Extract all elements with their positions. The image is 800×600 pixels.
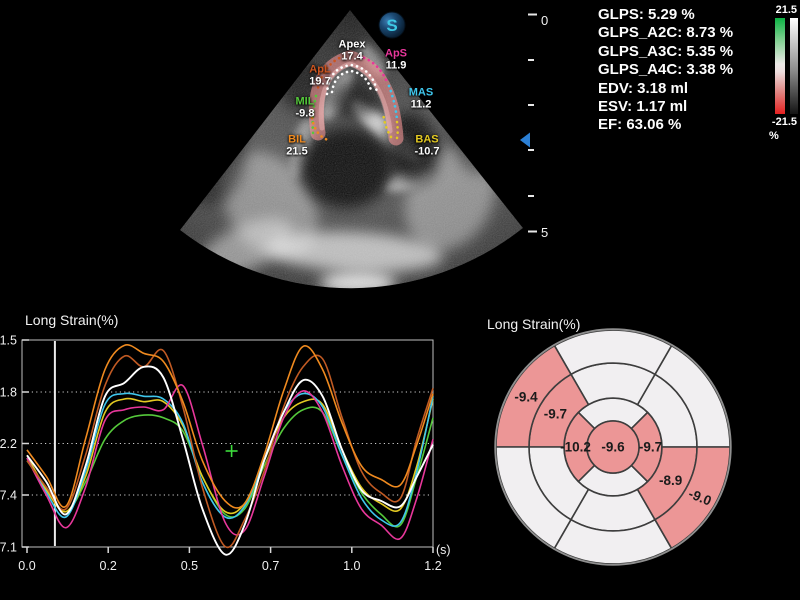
segment-value: -10.7 — [414, 145, 440, 157]
x-tick-label: 1.0 — [343, 559, 360, 573]
contour-aps-icon — [357, 54, 389, 84]
x-tick-label: 0.0 — [18, 559, 35, 573]
segment-value: 19.7 — [309, 75, 331, 87]
bullseye-value: -9.7 — [544, 406, 567, 421]
measurement-line: GLPS_A3C: 5.35 % — [598, 42, 734, 60]
focus-depth-marker[interactable] — [520, 132, 530, 148]
contour-bil-icon — [310, 116, 330, 142]
strain-curve-Apex — [26, 365, 434, 556]
segment-labels-layer: Apex 17.4 ApS 11.9 ApL 19.7 MIL -9.8 MAS 11.2 BIL 2… — [150, 0, 560, 300]
contour-mas-icon — [387, 84, 399, 122]
y-tick-label: 1.5 — [0, 334, 17, 348]
vendor-logo: S — [378, 11, 406, 39]
segment-name: ApL — [309, 63, 331, 76]
bullseye-title: Long Strain(%) — [487, 316, 581, 332]
measurement-line: EF: 63.06 % — [598, 116, 682, 134]
bullseye-value: -9.4 — [514, 389, 538, 404]
segment-name: BIL — [288, 133, 306, 146]
contour-apl-icon — [315, 54, 346, 94]
ultrasound-image: S — [180, 10, 523, 289]
bullseye-value: -8.9 — [659, 473, 682, 488]
segment-label-BIL: BIL 21.5 — [286, 133, 308, 158]
segment-label-MAS: MAS 11.2 — [408, 86, 434, 111]
x-tick-label: 0.2 — [100, 559, 117, 573]
bullseye-center — [586, 420, 640, 474]
segment-name: ApS — [385, 47, 407, 60]
measurement-line: GLPS_A4C: 3.38 % — [598, 61, 734, 79]
depth-ruler: 0 5 — [520, 13, 548, 240]
strain-time-chart: 1.5 1.8 2.2 7.4 7.10.0 0.2 0.5 0.7 1.0 1.2 (s) — [0, 334, 451, 574]
strain-roi-inner-highlight — [318, 61, 393, 134]
bullseye-value: -9.7 — [639, 440, 662, 455]
x-tick-label: 0.5 — [181, 559, 198, 573]
segment-label-ApS: ApS 11.9 — [385, 47, 407, 72]
depth-label-bottom: 5 — [541, 225, 548, 240]
colorbar-gray-gradient — [790, 18, 798, 114]
segment-value: -9.8 — [295, 107, 315, 119]
segment-value: 17.4 — [341, 50, 363, 62]
segment-value: 11.2 — [410, 98, 432, 110]
measurement-line: GLPS_A2C: 8.73 % — [598, 24, 734, 42]
segment-name: MAS — [408, 86, 434, 99]
segment-name: BAS — [415, 133, 439, 146]
strain-chart-title: Long Strain(%) — [25, 312, 119, 328]
strain-curve-ApS — [26, 384, 434, 541]
depth-label-top: 0 — [541, 13, 548, 28]
measurement-line: ESV: 1.17 ml — [598, 98, 688, 116]
colorbar-strain-gradient — [775, 18, 785, 114]
vendor-logo-letter: S — [386, 16, 397, 35]
y-tick-label: 1.8 — [0, 386, 17, 400]
colorbar-unit-label: % — [769, 130, 779, 142]
x-tick-label: 0.7 — [262, 559, 279, 573]
bullseye-value: -10.2 — [560, 440, 591, 455]
segment-label-Apex: Apex 17.4 — [338, 38, 366, 63]
y-tick-label: 7.4 — [0, 489, 17, 503]
strain-curve-MAS — [26, 392, 434, 527]
segment-label-BAS: BAS -10.7 — [414, 133, 440, 158]
measurement-line: GLPS: 5.29 % — [598, 6, 695, 23]
segment-name: MIL — [295, 95, 315, 108]
contour-apex-icon — [325, 63, 379, 96]
measurement-line: EDV: 3.18 ml — [598, 79, 689, 97]
x-axis-unit: (s) — [436, 543, 451, 557]
segment-name: Apex — [338, 38, 366, 51]
contour-bas-icon — [381, 110, 399, 144]
bullseye-value: -9.6 — [601, 440, 625, 455]
colorbar-max-label: 21.5 — [775, 4, 797, 16]
strain-roi-band — [308, 50, 404, 146]
measurements-panel: GLPS: 5.29 % GLPS_A2C: 8.73 % GLPS_A3C: 5.… — [598, 6, 733, 135]
colorbar-min-label: -21.5 — [771, 116, 797, 128]
segment-value: 21.5 — [286, 145, 308, 157]
crosshair-marker-icon — [225, 445, 238, 457]
strain-colorbar: 21.5 -21.5 % — [752, 4, 798, 149]
bullseye-rim — [494, 328, 732, 566]
segment-value: 11.9 — [385, 59, 407, 71]
y-tick-label: 7.1 — [0, 541, 17, 555]
strain-curve-ApL — [26, 348, 434, 549]
segment-label-MIL: MIL -9.8 — [295, 95, 315, 120]
x-tick-label: 1.2 — [424, 559, 441, 573]
segment-label-ApL: ApL 19.7 — [309, 63, 331, 88]
y-tick-label: 2.2 — [0, 437, 17, 451]
strain-curve-BIL — [26, 344, 434, 509]
bullseye-plot: -10.2 -9.7-9.7-8.9-9.4-9.0-9.6 — [494, 328, 732, 566]
